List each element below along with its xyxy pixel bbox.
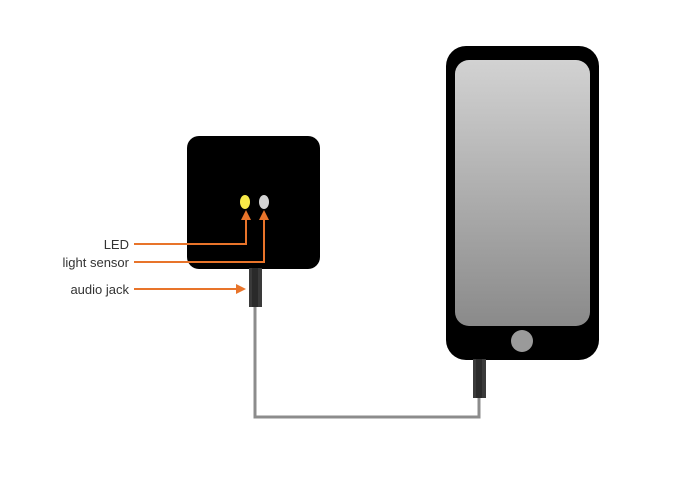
- home-button: [511, 330, 533, 352]
- sensor-device: [187, 136, 320, 269]
- light-sensor-label: light sensor: [63, 255, 130, 270]
- smartphone: [446, 46, 599, 360]
- led-label: LED: [104, 237, 129, 252]
- audio-jack-label: audio jack: [70, 282, 129, 297]
- led-arrow: [134, 210, 251, 245]
- sensor-device-icon: [187, 136, 320, 269]
- led-light: [240, 195, 250, 209]
- phone-audio-plug: [473, 359, 486, 398]
- light-sensor-dot: [259, 195, 269, 209]
- phone-screen: [455, 60, 590, 326]
- light-sensor-arrow: [134, 210, 269, 263]
- audio-cable: [253, 306, 481, 419]
- device-audio-plug: [249, 268, 262, 307]
